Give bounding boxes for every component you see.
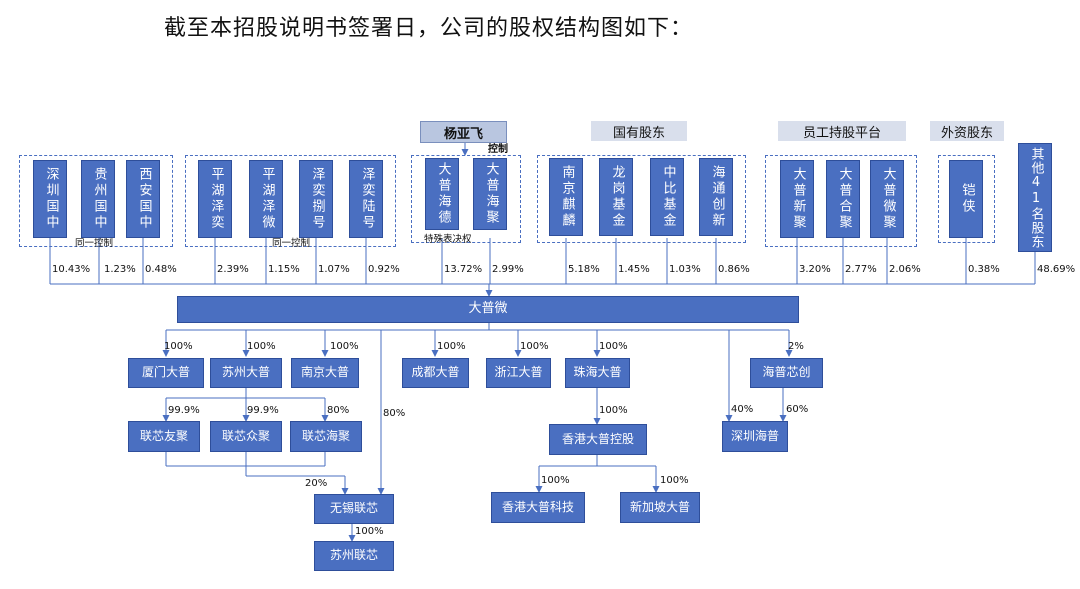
sub-lianxin-youju[interactable]: 联芯友聚 <box>128 421 200 452</box>
pct-nanjing-qilin: 5.18% <box>568 264 600 275</box>
pct-dapu-haide: 13.72% <box>444 264 483 275</box>
sub-chengdu-dapu[interactable]: 成都大普 <box>402 358 469 388</box>
pct-nanjing: 100% <box>330 341 359 352</box>
pct-other-41: 48.69% <box>1037 264 1076 275</box>
shareholder-zeyi-8[interactable]: 泽奕捌号 <box>299 160 333 238</box>
pct-dapu-weiju: 2.06% <box>889 264 921 275</box>
group-box-employee <box>765 155 917 247</box>
pct-singapore: 100% <box>660 475 689 486</box>
pct-guizhou-guozhong: 1.23% <box>104 264 136 275</box>
shareholder-other-41[interactable]: 其他41名股东 <box>1018 143 1052 252</box>
same-control-label-2: 同一控制 <box>272 238 311 249</box>
shareholder-nanjing-qilin[interactable]: 南京麒麟 <box>549 158 583 236</box>
pct-zeyi-6: 0.92% <box>368 264 400 275</box>
sub-suzhou-dapu[interactable]: 苏州大普 <box>210 358 282 388</box>
pct-wuxi-from-group: 20% <box>305 478 328 489</box>
pct-shenzhen-guozhong: 10.43% <box>52 264 91 275</box>
sub-xiamen-dapu[interactable]: 厦门大普 <box>128 358 204 388</box>
shareholder-dapu-xinju[interactable]: 大普新聚 <box>780 160 814 238</box>
employee-platform-header: 员工持股平台 <box>778 121 906 141</box>
sub-hk-dapu-tech[interactable]: 香港大普科技 <box>491 492 585 523</box>
sub-lianxin-haiju[interactable]: 联芯海聚 <box>290 421 362 452</box>
foreign-header: 外资股东 <box>930 121 1004 141</box>
shareholder-dapu-haiju[interactable]: 大普海聚 <box>473 158 507 230</box>
shareholder-zhongbi-fund[interactable]: 中比基金 <box>650 158 684 236</box>
company-dapuwei[interactable]: 大普微 <box>177 296 799 323</box>
pct-zhongbi-fund: 1.03% <box>669 264 701 275</box>
shareholder-zeyi-6[interactable]: 泽奕陆号 <box>349 160 383 238</box>
sub-nanjing-dapu[interactable]: 南京大普 <box>291 358 359 388</box>
pct-lianxin-youju: 99.9% <box>168 405 200 416</box>
state-owned-header: 国有股东 <box>591 121 687 141</box>
founder-label: 杨亚飞 <box>420 121 507 143</box>
pct-pinghu-zewei: 1.15% <box>268 264 300 275</box>
shareholder-xian-guozhong[interactable]: 西安国中 <box>126 160 160 238</box>
pct-zhuhai: 100% <box>599 341 628 352</box>
shareholder-pinghu-zeyi[interactable]: 平湖泽奕 <box>198 160 232 238</box>
sub-haipu-xinchuang[interactable]: 海普芯创 <box>750 358 823 388</box>
pct-wuxi-from-company: 80% <box>383 408 406 419</box>
pct-shenzhen-from-haipu: 60% <box>786 404 809 415</box>
shareholder-longgang-fund[interactable]: 龙岗基金 <box>599 158 633 236</box>
shareholder-dapu-haide[interactable]: 大普海德 <box>425 158 459 230</box>
intro-text: 截至本招股说明书签署日，公司的股权结构图如下： <box>164 16 694 41</box>
pct-haipu: 2% <box>788 341 804 352</box>
group-box-foreign <box>938 155 995 243</box>
sub-lianxin-zhongju[interactable]: 联芯众聚 <box>210 421 282 452</box>
sub-wuxi-lianxin[interactable]: 无锡联芯 <box>314 494 394 524</box>
sub-singapore-dapu[interactable]: 新加坡大普 <box>620 492 700 523</box>
pct-shenzhen-from-company: 40% <box>731 404 754 415</box>
pct-suzhou-lianxin: 100% <box>355 526 384 537</box>
pct-chengdu: 100% <box>437 341 466 352</box>
sub-hk-dapu-holding[interactable]: 香港大普控股 <box>549 424 647 455</box>
pct-zeyi-8: 1.07% <box>318 264 350 275</box>
pct-kioxia: 0.38% <box>968 264 1000 275</box>
shareholder-shenzhen-guozhong[interactable]: 深圳国中 <box>33 160 67 238</box>
shareholder-haitong-innovation[interactable]: 海通创新 <box>699 158 733 236</box>
shareholder-dapu-heju[interactable]: 大普合聚 <box>826 160 860 238</box>
sub-zhejiang-dapu[interactable]: 浙江大普 <box>486 358 551 388</box>
pct-lianxin-zhongju: 99.9% <box>247 405 279 416</box>
pct-lianxin-haiju: 80% <box>327 405 350 416</box>
shareholder-dapu-weiju[interactable]: 大普微聚 <box>870 160 904 238</box>
special-voting-label: 特殊表决权 <box>424 234 472 245</box>
pct-xian-guozhong: 0.48% <box>145 264 177 275</box>
group-box-zeyi <box>185 155 396 247</box>
pct-pinghu-zeyi: 2.39% <box>217 264 249 275</box>
pct-dapu-haiju: 2.99% <box>492 264 524 275</box>
pct-suzhou: 100% <box>247 341 276 352</box>
same-control-label-1: 同一控制 <box>75 238 114 249</box>
shareholder-kioxia[interactable]: 铠侠 <box>949 160 983 238</box>
group-box-state-owned <box>537 155 746 243</box>
pct-xiamen: 100% <box>164 341 193 352</box>
pct-dapu-heju: 2.77% <box>845 264 877 275</box>
pct-hk-holding: 100% <box>599 405 628 416</box>
group-box-dapu-platform <box>411 155 521 243</box>
pct-haitong-innovation: 0.86% <box>718 264 750 275</box>
sub-shenzhen-haipu[interactable]: 深圳海普 <box>722 421 788 452</box>
shareholder-pinghu-zewei[interactable]: 平湖泽微 <box>249 160 283 238</box>
pct-hk-tech: 100% <box>541 475 570 486</box>
control-label: 控制 <box>488 144 508 155</box>
sub-suzhou-lianxin[interactable]: 苏州联芯 <box>314 541 394 571</box>
sub-zhuhai-dapu[interactable]: 珠海大普 <box>565 358 630 388</box>
group-box-guozhong <box>19 155 173 247</box>
shareholder-guizhou-guozhong[interactable]: 贵州国中 <box>81 160 115 238</box>
pct-zhejiang: 100% <box>520 341 549 352</box>
pct-dapu-xinju: 3.20% <box>799 264 831 275</box>
pct-longgang-fund: 1.45% <box>618 264 650 275</box>
